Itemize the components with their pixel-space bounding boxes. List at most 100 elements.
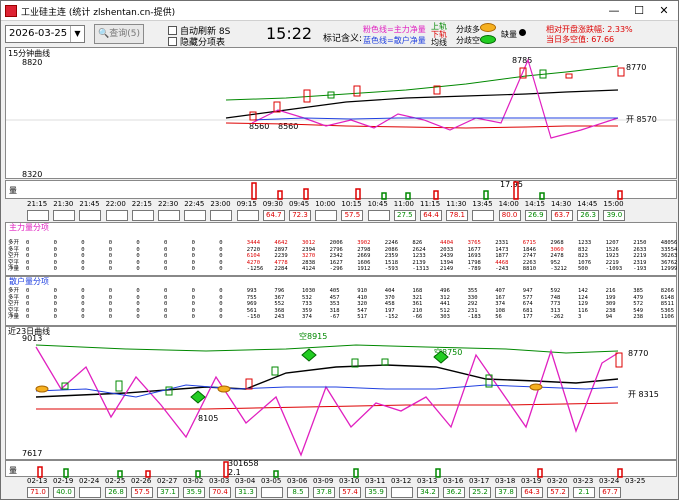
table-cell: 243 — [274, 314, 285, 321]
table-cell: 1030 — [302, 288, 316, 294]
table-cell: 231 — [467, 307, 478, 314]
table-cell: 748 — [550, 294, 561, 301]
table-cell: 0 — [136, 307, 140, 314]
table-cell: 3444 — [246, 240, 261, 246]
table-cell: 216 — [605, 288, 616, 294]
table-cell: 1394 — [440, 259, 454, 266]
daily-open: 开 8315 — [628, 390, 659, 399]
query-button[interactable]: 🔍查询(5) — [94, 24, 144, 44]
table-cell: 0 — [191, 259, 195, 266]
table-cell: 407 — [495, 288, 506, 294]
table-cell: 405 — [329, 288, 340, 294]
table-cell: 8266 — [660, 288, 675, 294]
intraday-peak: 8785 — [512, 56, 533, 65]
table-cell: 1518 — [384, 259, 399, 266]
date-label: 03-17 — [469, 477, 490, 485]
time-label: 09:45 — [289, 200, 310, 208]
table-cell: 0 — [136, 253, 140, 260]
legend-blue: 蓝色线=散户净量 — [363, 36, 426, 45]
window-title: 工业硅主连 (统计 zlshentan.cn-提供) — [21, 8, 176, 18]
value-box: 64.4 — [420, 210, 442, 221]
table-cell: 910 — [357, 288, 368, 294]
table-cell: 0 — [219, 294, 223, 301]
value-box: 57.4 — [339, 487, 361, 498]
table-cell: 353 — [329, 301, 340, 308]
chevron-down-icon[interactable]: ▼ — [70, 26, 84, 42]
value-box: 25.2 — [469, 487, 491, 498]
table-cell: 952 — [550, 259, 561, 266]
legend-duoduo: 分歧多 — [456, 25, 480, 34]
table-cell: 2331 — [495, 240, 509, 246]
table-cell: 0 — [191, 307, 195, 314]
time-label: 10:00 — [315, 200, 336, 208]
table-row: 空开 0 0 0 0 0 0 0 0 6104 2239 3270 2342 2669 2359 1233 24… — [8, 253, 677, 260]
date-label: 03-04 — [235, 477, 256, 485]
table-cell: 404 — [384, 288, 395, 294]
table-cell: 0 — [219, 314, 223, 321]
table-cell: -789 — [467, 266, 481, 273]
daily-ybot: 7617 — [22, 449, 43, 458]
value-box: 36.2 — [443, 487, 465, 498]
volume-peak: 17.95 — [500, 180, 523, 189]
value-box: 37.8 — [495, 487, 517, 498]
hide-table-label: 隐藏分项表 — [180, 38, 226, 48]
table-cell: 2968 — [550, 240, 564, 246]
table-cell: 0 — [219, 253, 223, 260]
table-cell: 318 — [329, 307, 340, 314]
date-picker[interactable]: 2026-03-25 ▼ — [5, 25, 85, 43]
value-box: 37.1 — [157, 487, 179, 498]
table-cell: 0 — [108, 314, 113, 321]
table-cell: 0 — [81, 301, 85, 308]
minimize-button[interactable]: — — [608, 4, 620, 17]
table-cell: 0 — [191, 314, 195, 321]
daily-kong2: 空8750 — [434, 348, 463, 357]
table-cell: 2263 — [522, 259, 537, 266]
table-cell: -1093 — [605, 266, 623, 273]
volume-peak-2: 301658 — [228, 459, 259, 468]
value-box: 57.5 — [131, 487, 153, 498]
value-boxes-daily: 71.0 40.0 26.8 57.5 37.1 35.9 70.4 31.3 8.5 37.8 5… — [5, 487, 677, 499]
table-cell: 0 — [26, 301, 30, 308]
date-label: 02-27 — [157, 477, 178, 485]
table-cell: 3765 — [467, 240, 481, 246]
table-row: 多平 0 0 0 0 0 0 0 0 2720 2897 2394 2796 2798 2086 2624 20… — [8, 246, 677, 254]
table-cell: 0 — [108, 307, 113, 314]
maximize-button[interactable]: ☐ — [634, 4, 644, 17]
close-button[interactable]: ✕ — [659, 4, 669, 17]
table-cell: 0 — [81, 314, 85, 321]
table-cell: 2633 — [633, 246, 647, 253]
value-box: 40.0 — [53, 487, 75, 498]
table-cell: 0 — [191, 294, 195, 301]
table-cell: 458 — [384, 301, 395, 308]
time-label: 11:00 — [393, 200, 414, 208]
volume-strip-daily: 量 301658 2.1 — [5, 459, 677, 478]
hide-table-checkbox[interactable]: 隐藏分项表 — [168, 35, 225, 48]
value-box: 57.2 — [547, 487, 569, 498]
title-bar: 工业硅主连 (统计 zlshentan.cn-提供) — ☐ ✕ — [1, 1, 678, 21]
value-box: 31.3 — [235, 487, 257, 498]
date-label: 03-24 — [599, 477, 620, 485]
time-label: 22:45 — [184, 200, 205, 208]
table-cell: 577 — [522, 294, 533, 301]
table-cell: 549 — [633, 307, 644, 314]
date-label: 03-18 — [495, 477, 516, 485]
time-label: 21:45 — [79, 200, 100, 208]
table-cell: 0 — [136, 240, 140, 246]
table-cell: 0 — [191, 253, 195, 260]
table-cell: 空开 — [8, 301, 20, 308]
table-cell: 0 — [53, 307, 57, 314]
date-label: 03-03 — [209, 477, 230, 485]
table-cell: 0 — [53, 246, 57, 253]
table-cell: 0 — [191, 301, 195, 308]
volume-label-2: 量 — [9, 466, 17, 475]
date-label: 03-25 — [625, 477, 646, 485]
table-cell: 368 — [274, 307, 285, 314]
stat-longshort: 当日多空值: 67.66 — [546, 35, 615, 44]
table-cell: 0 — [164, 246, 168, 253]
table-cell: 1207 — [605, 240, 619, 246]
table-cell: 3012 — [302, 240, 316, 246]
date-label: 03-11 — [365, 477, 386, 485]
auto-refresh-checkbox[interactable]: 自动刷新 8S — [168, 24, 230, 37]
table-cell: 512 — [440, 307, 450, 314]
table-cell: 6715 — [522, 240, 537, 246]
